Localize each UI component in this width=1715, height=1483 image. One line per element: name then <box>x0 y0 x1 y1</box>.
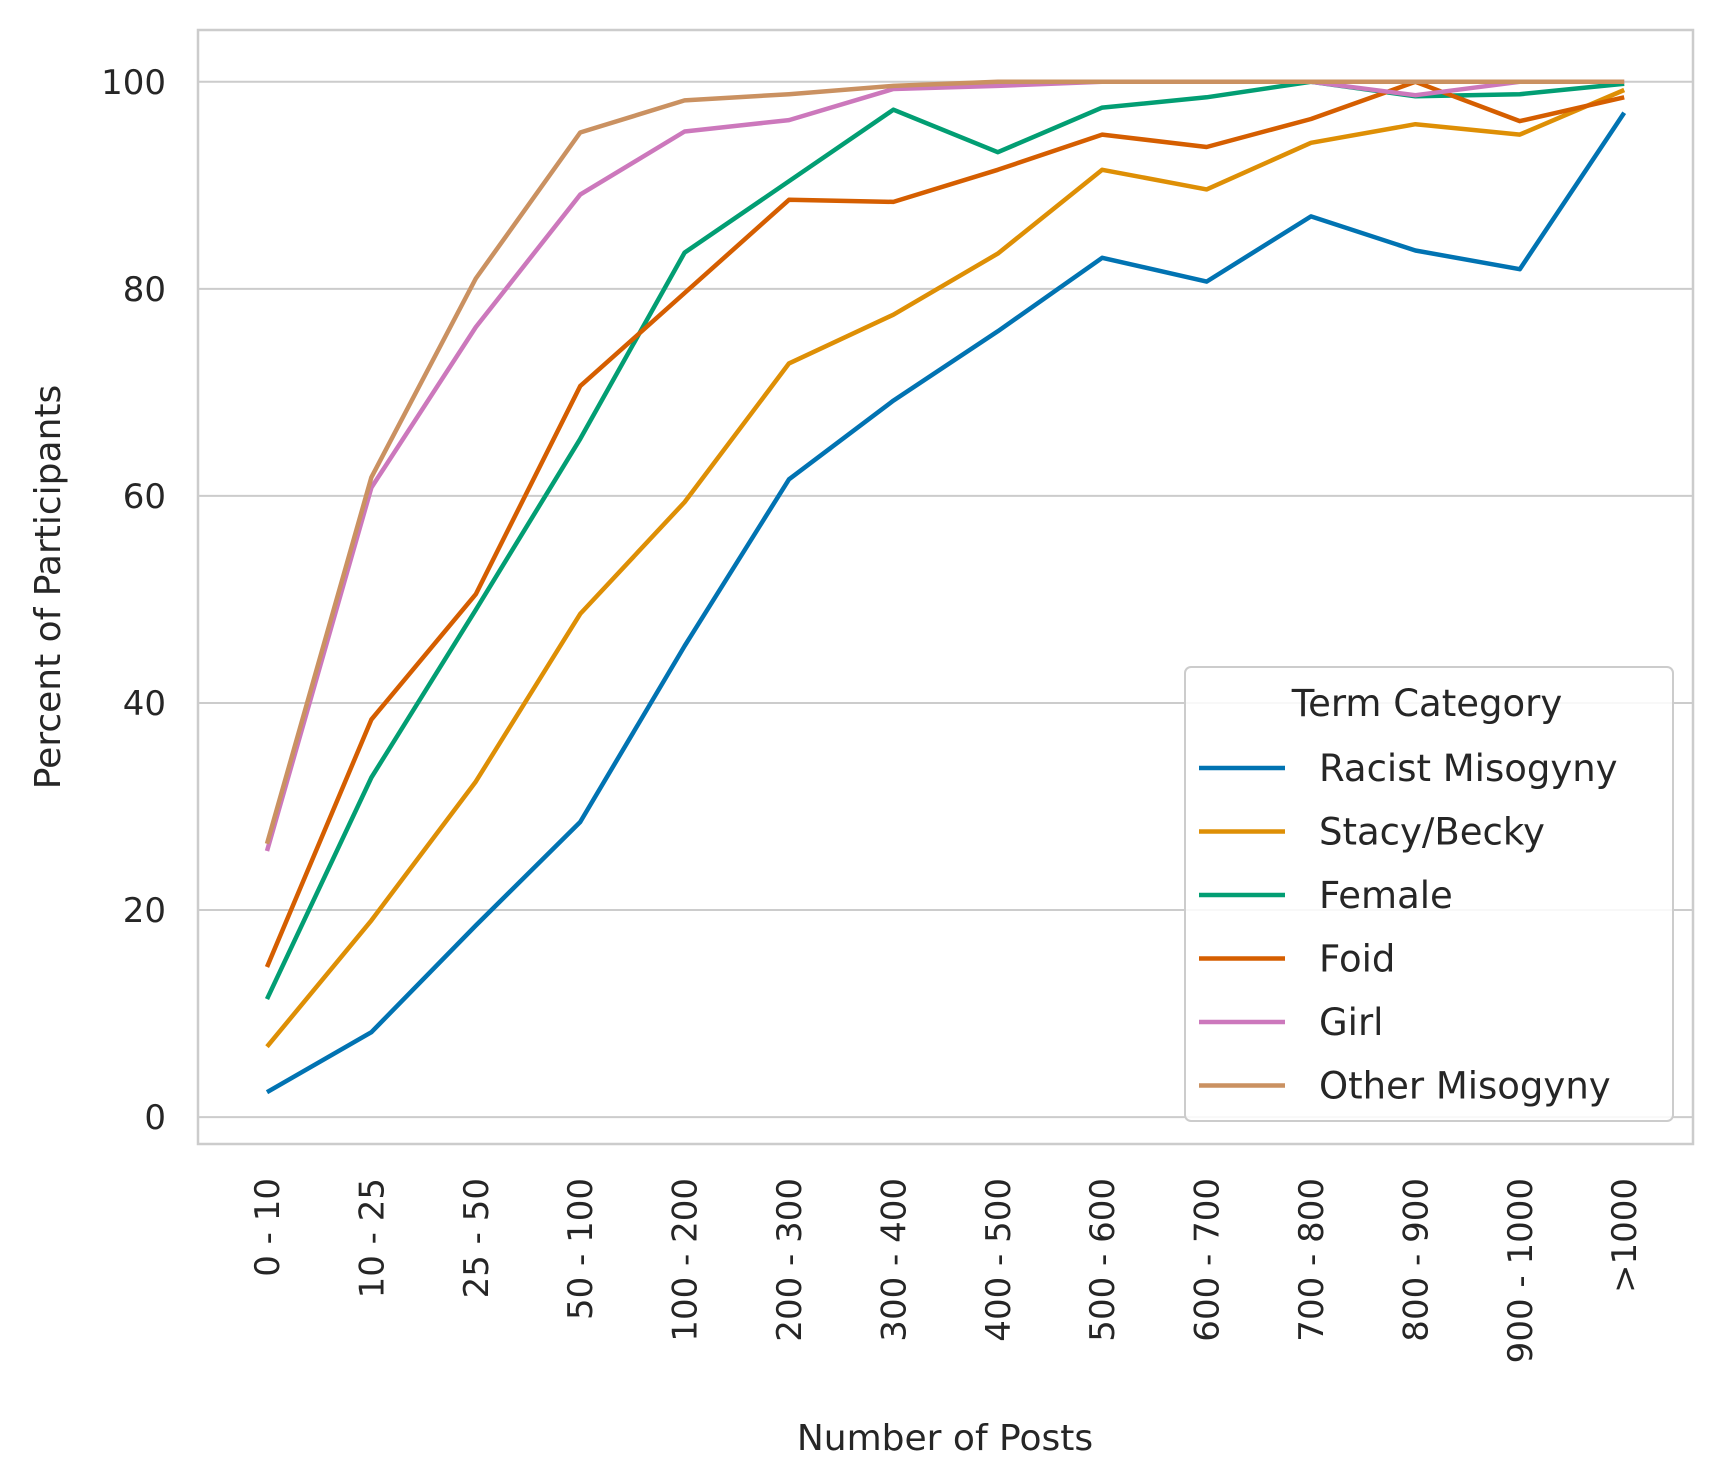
legend-label-racist-misogyny: Racist Misogyny <box>1319 747 1618 790</box>
x-tick-label: 600 - 700 <box>1188 1178 1228 1342</box>
x-tick-label: 300 - 400 <box>874 1178 914 1342</box>
legend: Term Category Racist Misogyny Stacy/Becky… <box>1184 666 1674 1122</box>
y-tick-label: 40 <box>123 684 166 724</box>
legend-title: Term Category <box>1291 682 1562 725</box>
legend-frame <box>1184 666 1674 1122</box>
y-tick-label: 0 <box>144 1098 166 1138</box>
x-tick-label: 25 - 50 <box>457 1178 497 1298</box>
y-tick-label: 60 <box>123 477 166 517</box>
y-tick-label: 80 <box>123 270 166 310</box>
series-line-stacy-becky <box>265 87 1626 1049</box>
x-tick-label: 200 - 300 <box>770 1178 810 1342</box>
legend-label-female: Female <box>1319 874 1453 917</box>
legend-label-other-misogyny: Other Misogyny <box>1319 1065 1611 1108</box>
series-line-other-misogyny <box>264 79 1625 845</box>
x-tick-label: 0 - 10 <box>248 1178 288 1277</box>
legend-label-girl: Girl <box>1319 1001 1383 1044</box>
y-axis-ticks: 0 20 40 60 80 100 <box>101 63 166 1138</box>
x-axis-title: Number of Posts <box>797 1418 1093 1459</box>
x-tick-label: >1000 <box>1605 1178 1645 1293</box>
legend-label-stacy-becky: Stacy/Becky <box>1319 811 1545 854</box>
x-tick-label: 900 - 1000 <box>1501 1178 1541 1363</box>
y-tick-label: 20 <box>123 891 166 931</box>
x-tick-label: 100 - 200 <box>666 1178 706 1342</box>
series-lines <box>264 79 1627 1095</box>
x-tick-label: 700 - 800 <box>1292 1178 1332 1342</box>
plot-frame <box>196 28 1695 1146</box>
x-tick-label: 10 - 25 <box>352 1178 392 1298</box>
y-axis-title: Percent of Participants <box>28 385 69 790</box>
x-tick-label: 500 - 600 <box>1083 1178 1123 1342</box>
series-line-racist-misogyny <box>265 111 1627 1095</box>
x-tick-label: 400 - 500 <box>979 1178 1019 1342</box>
y-tick-label: 100 <box>101 63 166 103</box>
x-tick-label: 800 - 900 <box>1396 1178 1436 1342</box>
x-tick-label: 50 - 100 <box>561 1178 601 1320</box>
x-axis-ticks: 0 - 10 10 - 25 25 - 50 50 - 100 100 - 200 200… <box>248 1178 1645 1363</box>
legend-entries: Racist Misogyny Stacy/Becky Female Foid Girl… <box>1199 747 1618 1108</box>
series-line-girl <box>264 79 1625 852</box>
series-line-foid <box>264 79 1625 968</box>
legend-label-foid: Foid <box>1319 938 1395 981</box>
